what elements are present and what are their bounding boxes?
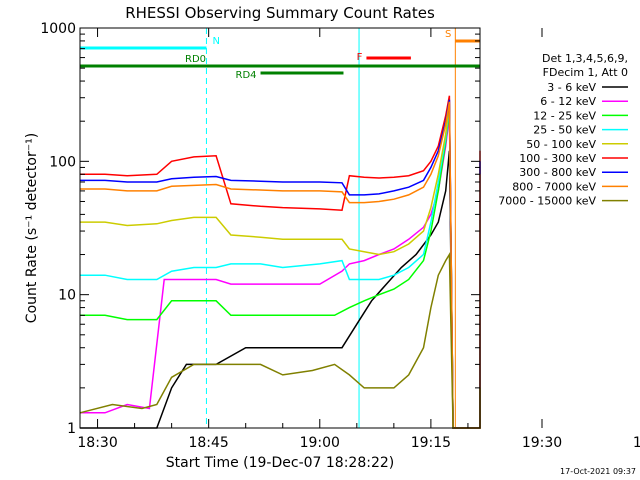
y-tick-label-0: 1 — [67, 421, 76, 437]
series-line-300-800-kev — [80, 99, 481, 429]
series-line-25-50-kev — [80, 105, 481, 429]
plot-frame — [79, 27, 481, 429]
vertical-markers — [79, 28, 481, 428]
x-tick-label-5: 19:45 — [633, 435, 640, 451]
series-line-7000-15000-kev — [79, 251, 481, 429]
y-axis: 1 10 100 1000 — [40, 21, 480, 437]
x-tick-label-3: 19:15 — [411, 435, 451, 451]
legend-label-100-300-kev: 100 - 300 keV — [519, 152, 596, 165]
state-label-f-4: F — [357, 52, 363, 63]
x-tick-label-2: 19:00 — [300, 435, 340, 451]
y-axis-label: Count Rate (s⁻¹ detector⁻¹) — [24, 133, 40, 323]
legend-header-1: FDecim 1, Att 0 — [543, 66, 628, 79]
series-line-12-25-kev — [80, 108, 481, 429]
legend-label-12-25-kev: 12 - 25 keV — [533, 109, 596, 122]
x-tick-label-1: 18:45 — [188, 435, 228, 451]
series-line-100-300-kev — [80, 95, 481, 429]
series-lines — [79, 95, 481, 429]
x-tick-label-0: 18:30 — [77, 435, 117, 451]
legend-label-3-6-kev: 3 - 6 keV — [547, 81, 596, 94]
chart-title: RHESSI Observing Summary Count Rates — [125, 4, 435, 22]
state-label-s-5: S — [445, 29, 451, 40]
x-tick-label-4: 19:30 — [522, 435, 562, 451]
legend-header-0: Det 1,3,4,5,6,9, — [542, 52, 628, 65]
instrument-state-bars: N RD0 RD4 F S — [80, 29, 480, 81]
legend-label-25-50-kev: 25 - 50 keV — [533, 124, 596, 137]
legend-label-300-800-kev: 300 - 800 keV — [519, 166, 596, 179]
legend-label-6-12-kev: 6 - 12 keV — [540, 95, 596, 108]
y-tick-label-3: 1000 — [40, 21, 76, 37]
y-tick-label-1: 10 — [58, 288, 76, 304]
state-label-rd0-2: RD0 — [185, 54, 206, 65]
series-line-6-12-kev — [80, 115, 481, 429]
y-tick-label-2: 100 — [49, 154, 76, 170]
x-axis-label: Start Time (19-Dec-07 18:28:22) — [166, 455, 394, 471]
footer-timestamp: 17-Oct-2021 09:37 — [560, 467, 636, 476]
series-line-3-6-kev — [80, 150, 481, 429]
legend-label-800-7000-kev: 800 - 7000 keV — [512, 180, 596, 193]
legend: Det 1,3,4,5,6,9,FDecim 1, Att 0 3 - 6 keV… — [498, 52, 628, 208]
legend-label-7000-15000-kev: 7000 - 15000 keV — [498, 195, 596, 208]
state-label-n-0: N — [212, 36, 219, 47]
state-label-rd4-3: RD4 — [236, 70, 257, 81]
legend-label-50-100-kev: 50 - 100 keV — [526, 138, 596, 151]
